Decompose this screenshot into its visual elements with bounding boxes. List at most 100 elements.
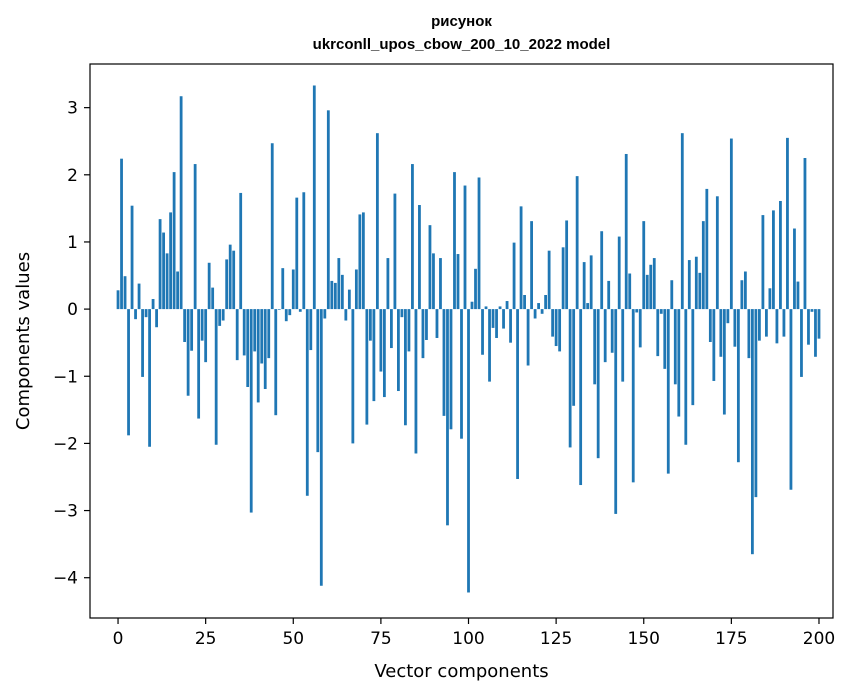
bar-100	[467, 309, 470, 593]
bar-4	[130, 205, 134, 310]
bar-114	[516, 309, 519, 479]
bar-42	[263, 309, 267, 390]
bar-47	[281, 268, 285, 310]
chart-title-line-2: ukrconll_upos_cbow_200_10_2022 model	[312, 36, 611, 53]
bar-109	[498, 306, 502, 310]
bar-127	[561, 247, 565, 310]
y-tick-label: 1	[67, 233, 78, 253]
bar-72	[368, 309, 372, 341]
bar-187	[772, 210, 775, 310]
bar-76	[382, 309, 386, 398]
bar-197	[807, 309, 810, 345]
bar-66	[347, 289, 351, 310]
bar-15	[169, 212, 173, 310]
x-tick: 100	[452, 618, 485, 649]
bar-152	[649, 264, 653, 310]
bar-23	[197, 309, 201, 419]
bar-54	[305, 309, 309, 496]
bar-105	[484, 306, 488, 310]
x-tick-label: 0	[113, 629, 124, 649]
bar-3	[127, 309, 130, 436]
bar-101	[470, 301, 474, 310]
bar-140	[607, 280, 611, 310]
bar-193	[793, 228, 796, 310]
bar-199	[814, 309, 817, 357]
bar-98	[460, 309, 463, 439]
bar-20	[186, 309, 190, 396]
bar-28	[214, 309, 218, 445]
bar-24	[200, 309, 204, 341]
bar-62	[333, 282, 337, 310]
x-tick: 200	[803, 618, 835, 649]
bar-25	[204, 309, 208, 363]
bar-88	[425, 309, 428, 340]
bar-159	[673, 309, 677, 385]
bar-26	[207, 262, 211, 310]
y-tick: 1	[67, 233, 90, 253]
x-tick: 150	[628, 618, 660, 649]
y-tick-label: 3	[67, 99, 78, 119]
bar-132	[579, 309, 583, 486]
y-tick-label: −1	[53, 367, 78, 387]
bar-147	[631, 309, 635, 483]
bar-84	[411, 164, 414, 310]
bar-19	[183, 309, 187, 342]
bar-117	[526, 309, 530, 366]
bar-31	[225, 259, 229, 310]
bar-83	[407, 309, 411, 352]
bar-9	[148, 309, 151, 447]
x-tick-label: 150	[628, 629, 660, 649]
bar-85	[414, 309, 418, 454]
bar-68	[354, 269, 358, 310]
bar-40	[256, 309, 260, 403]
bar-45	[274, 309, 278, 416]
bar-35	[239, 192, 243, 310]
bar-30	[221, 309, 225, 321]
y-tick: −3	[53, 502, 90, 522]
bar-136	[593, 309, 597, 385]
bar-182	[754, 309, 758, 498]
bar-80	[397, 309, 400, 392]
bar-181	[750, 309, 754, 555]
bar-134	[586, 303, 590, 310]
bar-186	[768, 288, 772, 310]
bar-71	[365, 309, 369, 425]
bar-44	[270, 143, 274, 310]
bar-149	[638, 309, 642, 348]
bar-51	[295, 197, 299, 310]
bar-16	[172, 172, 176, 310]
bar-162	[684, 309, 688, 445]
bar-27	[211, 287, 215, 310]
bar-64	[340, 274, 344, 310]
x-tick: 0	[113, 618, 124, 649]
bar-141	[610, 309, 614, 353]
bar-110	[502, 309, 505, 329]
bar-93	[442, 309, 446, 416]
x-tick: 50	[282, 618, 304, 649]
bar-18	[179, 96, 183, 310]
bar-191	[786, 137, 789, 310]
bar-173	[722, 309, 726, 415]
bar-39	[253, 309, 257, 352]
bar-158	[670, 280, 674, 310]
bar-2	[123, 276, 127, 310]
bar-172	[719, 309, 723, 357]
bar-77	[386, 258, 390, 310]
bar-60	[326, 110, 330, 310]
bar-92	[439, 258, 442, 310]
bar-129	[568, 309, 572, 448]
bar-70	[361, 212, 365, 310]
bar-192	[789, 309, 793, 490]
bar-103	[477, 177, 481, 310]
bar-81	[400, 309, 404, 318]
bar-144	[621, 309, 625, 382]
bar-118	[530, 221, 533, 310]
x-axis-label: Vector components	[374, 661, 548, 682]
bar-86	[418, 205, 421, 310]
bar-135	[589, 255, 593, 310]
bar-196	[803, 158, 807, 310]
x-tick-label: 200	[803, 629, 835, 649]
x-tick: 175	[715, 618, 748, 649]
bar-200	[817, 309, 821, 339]
